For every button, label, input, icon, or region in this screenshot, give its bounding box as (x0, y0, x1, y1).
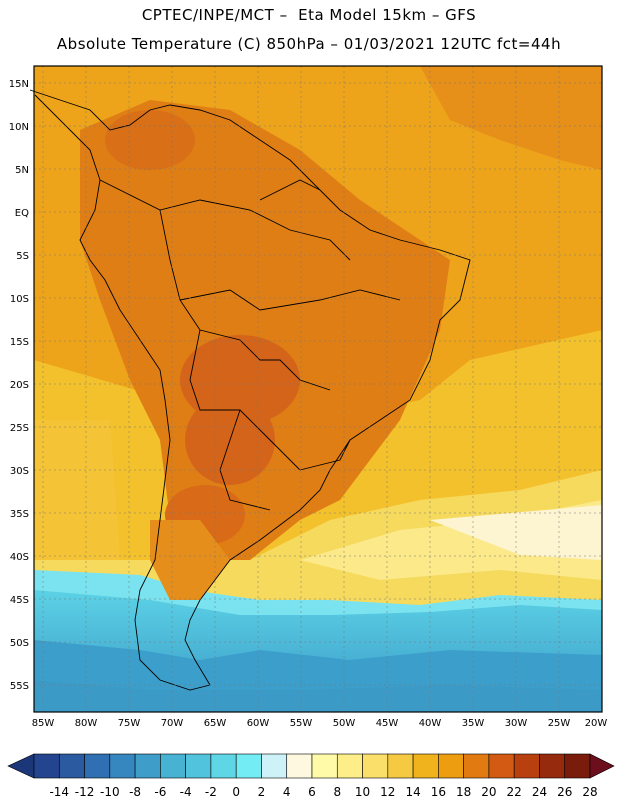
lon-label: 45W (376, 718, 399, 729)
map-title-line1: CPTEC/INPE/MCT – Eta Model 15km – GFS (141, 6, 477, 24)
colorbar-swatch (210, 753, 237, 779)
colorbar-swatch (311, 753, 338, 779)
lon-label: 35W (462, 718, 485, 729)
lat-label: 45S (10, 595, 29, 606)
lat-label: 55S (10, 681, 29, 692)
colorbar-swatch (109, 753, 136, 779)
colorbar-swatch (387, 753, 414, 779)
colorbar-tick-label: 24 (532, 785, 547, 799)
colorbar-swatch (488, 753, 515, 779)
colorbar-swatch (513, 753, 540, 779)
colorbar-tick-label: 22 (507, 785, 522, 799)
lat-label: 10S (10, 294, 29, 305)
lon-label: 25W (548, 718, 571, 729)
colorbar-tick-label: 4 (283, 785, 291, 799)
colorbar-swatch (286, 753, 313, 779)
longitude-axis: 85W 80W 75W 70W 65W 60W 55W 50W 45W 40W … (32, 718, 608, 729)
colorbar: -14 -12 -10 -8 -6 -4 -2 0 2 4 6 8 10 12 14 16 18 20 22 24 26… (7, 753, 615, 799)
lon-label: 75W (118, 718, 141, 729)
lat-label: EQ (15, 208, 29, 219)
latitude-axis: 15N 10N 5N EQ 5S 10S 15S 20S 25S 30S 35S… (9, 79, 29, 692)
colorbar-tick-label: -4 (180, 785, 192, 799)
colorbar-tick-label: -6 (154, 785, 166, 799)
lat-label: 40S (10, 552, 29, 563)
colorbar-swatch (539, 753, 566, 779)
colorbar-tick-label: 26 (557, 785, 572, 799)
map-title-line2: Absolute Temperature (C) 850hPa – 01/03/… (56, 35, 562, 53)
lon-label: 80W (75, 718, 98, 729)
lat-label: 50S (10, 638, 29, 649)
colorbar-tick-label: 20 (481, 785, 496, 799)
lat-label: 15S (10, 337, 29, 348)
coastline (29, 89, 471, 691)
lon-label: 20W (585, 718, 608, 729)
colorbar-tick-label: -8 (129, 785, 141, 799)
lon-label: 60W (247, 718, 270, 729)
colorbar-swatch (564, 753, 591, 779)
lat-label: 10N (9, 122, 29, 133)
colorbar-swatch (463, 753, 490, 779)
colorbar-extend-low (7, 753, 35, 779)
colorbar-swatch (261, 753, 288, 779)
lon-label: 55W (290, 718, 313, 729)
colorbar-swatch (84, 753, 111, 779)
colorbar-tick-label: -12 (75, 785, 95, 799)
colorbar-swatch (58, 753, 85, 779)
colorbar-tick-label: 6 (308, 785, 316, 799)
colorbar-swatch (412, 753, 439, 779)
lon-label: 50W (333, 718, 356, 729)
lon-label: 65W (204, 718, 227, 729)
colorbar-swatch (362, 753, 389, 779)
lon-label: 70W (161, 718, 184, 729)
lat-label: 5S (16, 251, 29, 262)
colorbar-extend-high (589, 753, 615, 779)
lon-label: 30W (505, 718, 528, 729)
lat-label: 25S (10, 423, 29, 434)
colorbar-tick-label: -10 (100, 785, 120, 799)
colorbar-swatch (160, 753, 186, 779)
lat-label: 15N (9, 79, 29, 90)
colorbar-tick-label: 28 (582, 785, 597, 799)
colorbar-tick-label: 8 (333, 785, 341, 799)
colorbar-swatch (336, 753, 363, 779)
colorbar-tick-label: 12 (380, 785, 395, 799)
temperature-field (34, 66, 602, 712)
colorbar-swatch (134, 753, 161, 779)
colorbar-swatch (33, 753, 60, 779)
lat-label: 30S (10, 466, 29, 477)
colorbar-tick-label: -14 (49, 785, 69, 799)
lat-label: 35S (10, 509, 29, 520)
lon-label: 40W (419, 718, 442, 729)
colorbar-tick-label: -2 (205, 785, 217, 799)
colorbar-swatch (438, 753, 464, 779)
map-frame (33, 65, 603, 713)
lat-label: 20S (10, 380, 29, 391)
colorbar-swatch (185, 753, 212, 779)
colorbar-tick-label: 10 (355, 785, 370, 799)
colorbar-tick-label: 18 (456, 785, 471, 799)
colorbar-tick-label: 0 (232, 785, 240, 799)
lat-label: 5N (15, 165, 29, 176)
colorbar-tick-label: 2 (258, 785, 266, 799)
colorbar-swatch (235, 753, 262, 779)
colorbar-tick-label: 14 (405, 785, 420, 799)
colorbar-tick-label: 16 (431, 785, 446, 799)
lon-label: 85W (32, 718, 55, 729)
